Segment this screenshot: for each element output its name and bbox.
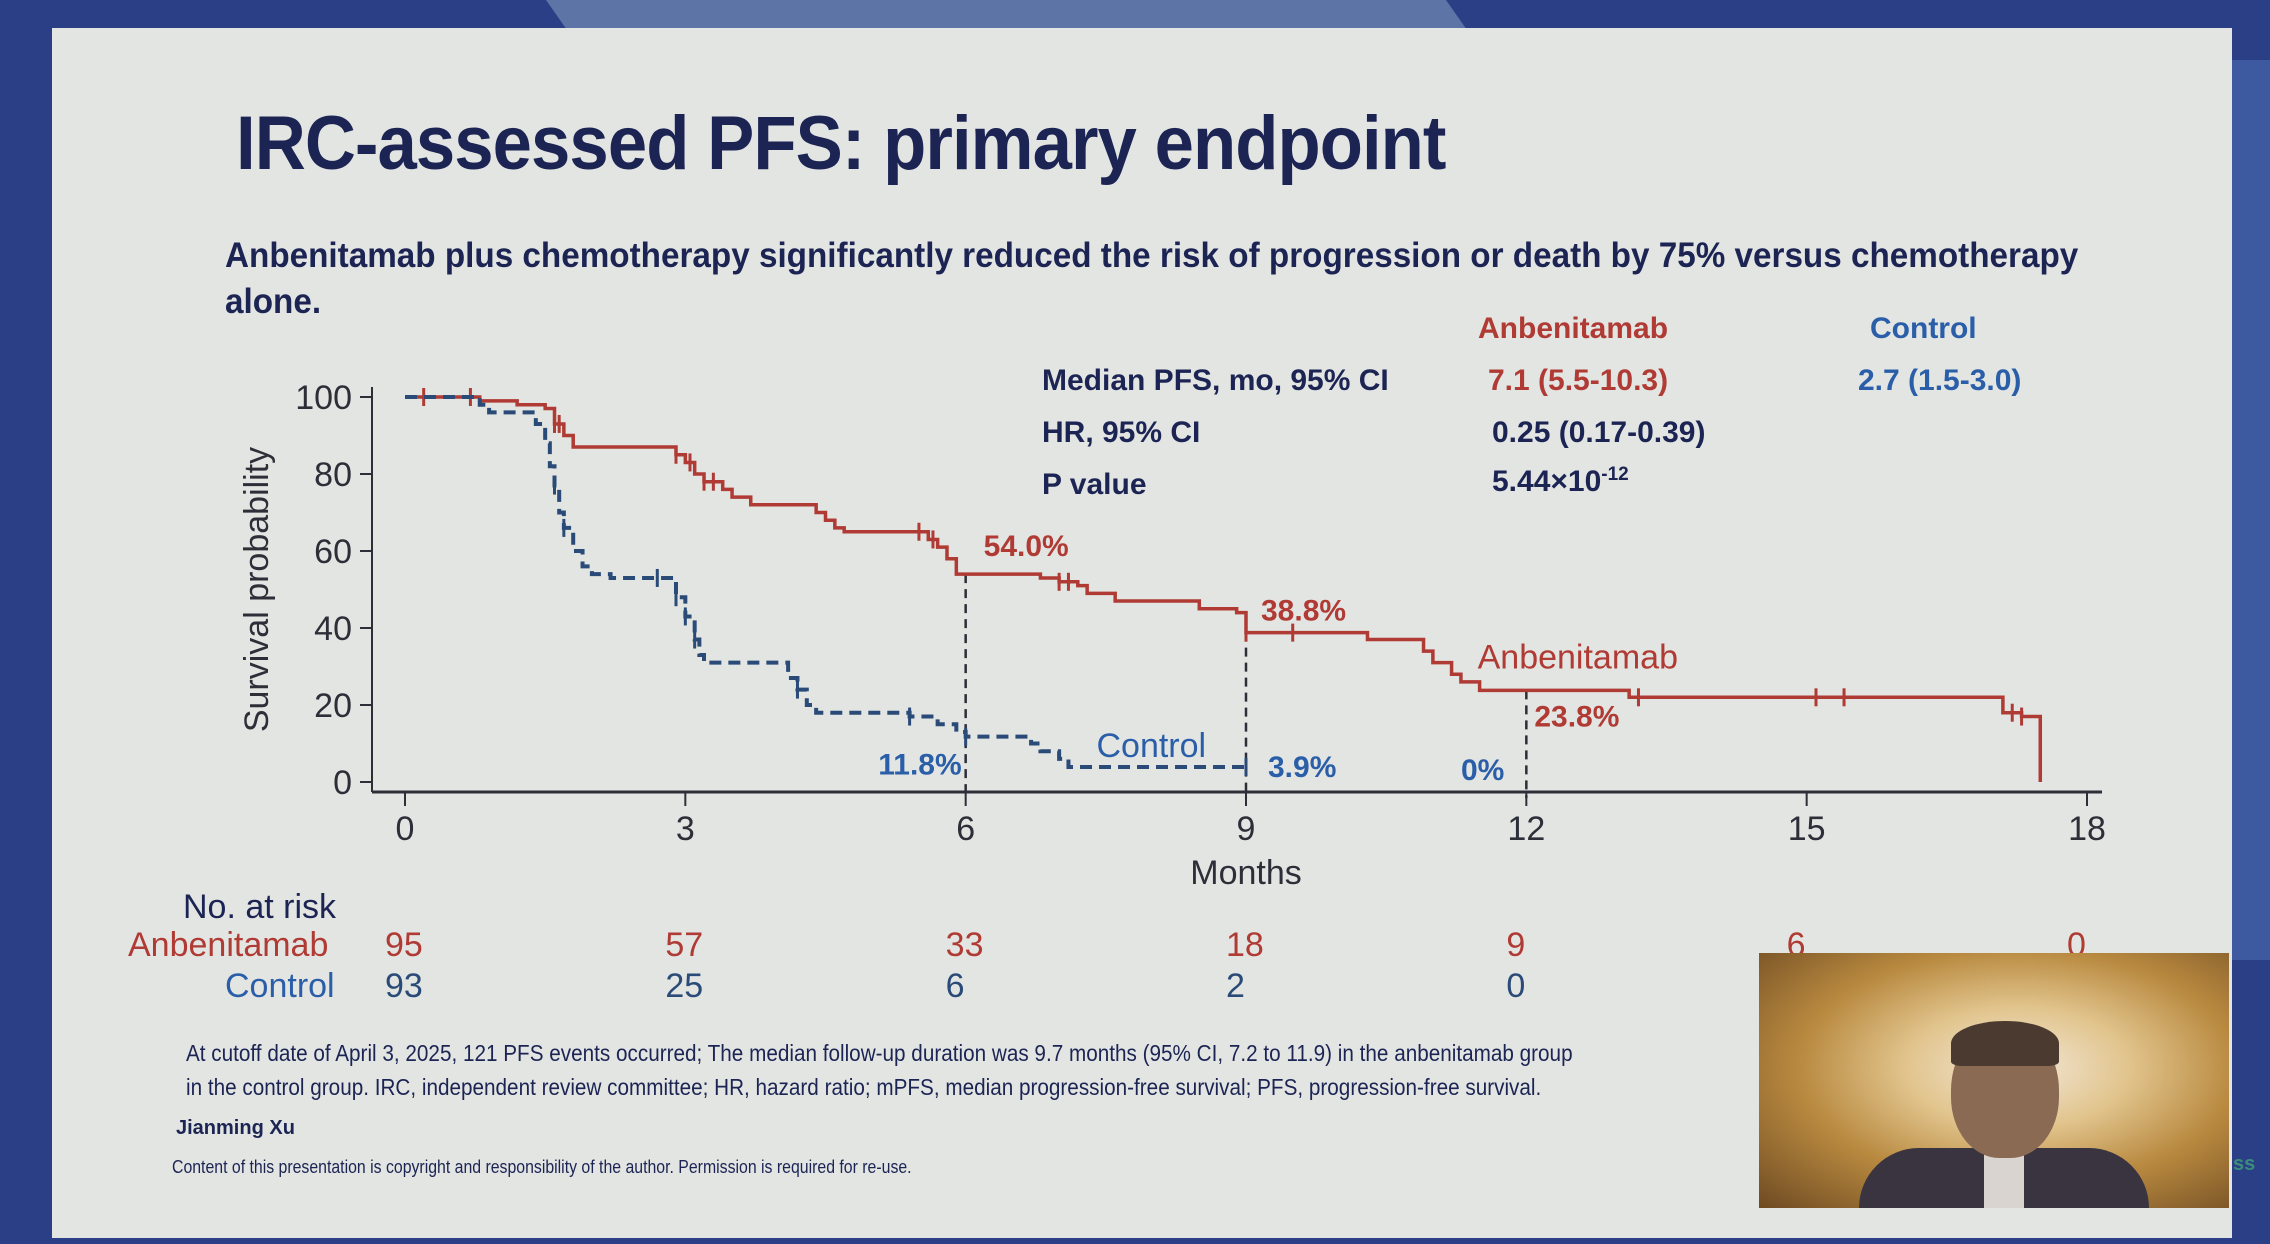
stats-hr-value: 0.25 (0.17-0.39)	[1492, 416, 1706, 449]
stats-header-anbenitamab: Anbenitamab	[1478, 312, 1669, 345]
risk-heading: No. at risk	[183, 888, 337, 926]
stats-label-median-pfs: Median PFS, mo, 95% CI	[1042, 364, 1389, 397]
risk-group-anbenitamab: Anbenitamab	[128, 926, 329, 964]
y-tick-label: 80	[314, 456, 352, 494]
copyright-notice: Content of this presentation is copyrigh…	[172, 1157, 912, 1177]
curve-label-anbenitamab: Anbenitamab	[1478, 638, 1678, 676]
x-tick-label: 12	[1507, 810, 1545, 848]
author-name: Jianming Xu	[176, 1117, 295, 1139]
slide-title: IRC-assessed PFS: primary endpoint	[236, 101, 1446, 186]
risk-value: 33	[945, 926, 984, 964]
risk-value: 57	[665, 926, 704, 964]
risk-value: 9	[1506, 926, 1526, 964]
y-tick-label: 100	[295, 379, 352, 417]
annotation-label: 23.8%	[1534, 700, 1619, 733]
risk-value: 93	[385, 967, 423, 1005]
annotation-label: 11.8%	[878, 749, 961, 782]
x-tick-label: 6	[956, 810, 975, 848]
y-tick-label: 40	[314, 610, 352, 648]
y-tick-label: 0	[333, 764, 352, 802]
footnote-line-1: At cutoff date of April 3, 2025, 121 PFS…	[186, 1040, 1573, 1066]
y-axis-label: Survival probability	[238, 447, 276, 732]
speaker-shirt	[1984, 1148, 2024, 1208]
risk-value: 25	[665, 967, 704, 1005]
speaker-hair	[1951, 1021, 2059, 1066]
risk-value: 2	[1226, 967, 1245, 1005]
survival-curve-anbenitamab	[405, 395, 2043, 782]
stats-label-p-value: P value	[1042, 468, 1147, 501]
x-axis-label: Months	[1190, 854, 1302, 892]
y-tick-label: 20	[314, 687, 352, 725]
y-tick-label: 60	[314, 533, 352, 571]
annotation-label: 0%	[1461, 754, 1504, 787]
risk-value: 6	[945, 967, 965, 1005]
risk-value: 18	[1226, 926, 1264, 964]
annotation-label: 3.9%	[1268, 751, 1336, 784]
slide-subtitle: Anbenitamab plus chemotherapy significan…	[225, 236, 2079, 321]
annotation-label: 38.8%	[1261, 595, 1346, 628]
risk-group-control: Control	[225, 967, 335, 1005]
edge-text: ss	[2233, 1153, 2256, 1175]
x-tick-label: 9	[1237, 810, 1256, 848]
risk-value: 0	[1506, 967, 1526, 1005]
annotation-label: 54.0%	[984, 530, 1069, 563]
p-value-base: 5.44×10	[1492, 465, 1602, 498]
stats-p-value: 5.44×10-12	[1492, 464, 1629, 499]
stats-median-pfs-anbenitamab: 7.1 (5.5-10.3)	[1488, 364, 1669, 397]
stats-header-control: Control	[1870, 312, 1977, 345]
risk-value: 95	[385, 926, 423, 964]
chart-labels: 54.0% 38.8% 23.8% 11.8% 3.9% 0% Anbenitamab Con…	[878, 530, 1678, 787]
p-value-exponent: -12	[1601, 464, 1629, 485]
x-tick-label: 18	[2068, 810, 2106, 848]
speaker-video-overlay[interactable]	[1759, 953, 2229, 1208]
stats-median-pfs-control: 2.7 (1.5-3.0)	[1858, 364, 2022, 397]
x-tick-label: 0	[396, 810, 415, 848]
stats-label-hr: HR, 95% CI	[1042, 416, 1201, 449]
footnote-line-2: in the control group. IRC, independent r…	[186, 1074, 1542, 1100]
survival-curve-control	[405, 395, 1246, 769]
x-tick-label: 15	[1788, 810, 1826, 848]
survival-curves	[405, 388, 2043, 782]
chart-axes: 0 20 40 60 80 100 0 3 6 9 12 15 18 Months Survival pro…	[238, 379, 2106, 892]
curve-label-control: Control	[1096, 727, 1206, 765]
x-tick-label: 3	[676, 810, 695, 848]
